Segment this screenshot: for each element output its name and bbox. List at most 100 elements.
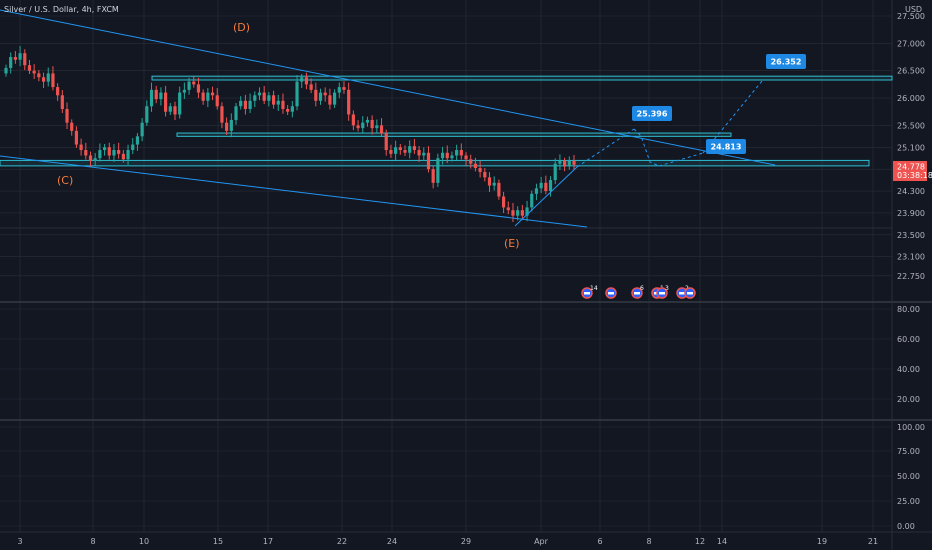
candle: [201, 89, 205, 105]
target-callout-25396[interactable]: 25.396: [632, 106, 672, 121]
price-tick-label: 23.500: [897, 231, 925, 240]
candle: [417, 146, 421, 162]
candle: [440, 146, 445, 165]
candle: [337, 82, 341, 99]
time-tick-label: 8: [90, 537, 95, 546]
candle: [187, 77, 191, 95]
target-callout-24813[interactable]: 24.813: [706, 139, 746, 154]
oscillator-tick-label: 100.00: [897, 423, 925, 432]
oscillator-tick-label: 60.00: [897, 335, 920, 344]
candle: [539, 176, 543, 194]
price-zone[interactable]: [176, 132, 732, 137]
event-count: 6: [640, 285, 644, 292]
economic-event-badge[interactable]: 3: [656, 285, 669, 299]
candle: [501, 191, 506, 214]
candle: [173, 101, 177, 121]
candle: [149, 82, 154, 112]
candle: [276, 94, 280, 111]
candle: [572, 155, 576, 171]
candle: [9, 52, 13, 74]
economic-event-badge[interactable]: [605, 287, 617, 299]
economic-event-badge[interactable]: 14: [581, 285, 598, 299]
bar-countdown: 03:38:18: [897, 171, 932, 180]
lower-trendline[interactable]: [0, 155, 588, 228]
candle: [361, 116, 365, 134]
time-tick-label: 14: [717, 537, 727, 546]
candle: [56, 83, 60, 101]
rising-support-line[interactable]: [514, 166, 578, 227]
upper-trendline[interactable]: [0, 9, 776, 166]
candle: [323, 87, 327, 102]
oscillator-axis-1[interactable]: 80.00 60.00 40.00 20.00: [897, 305, 920, 404]
candles: [4, 45, 576, 223]
price-tick-label: 22.750: [897, 272, 925, 281]
wave-label-d: (D): [233, 21, 250, 34]
candle: [492, 176, 496, 191]
candle: [37, 70, 41, 82]
candle: [140, 118, 144, 142]
candle: [121, 149, 125, 163]
time-tick-label: 12: [695, 537, 705, 546]
economic-event-badge[interactable]: [684, 287, 696, 299]
price-tick-label: 26.500: [897, 67, 925, 76]
projection-line-2[interactable]: [633, 128, 660, 167]
time-tick-label: 6: [597, 537, 602, 546]
candle: [210, 86, 215, 101]
wave-label-e: (E): [504, 237, 520, 250]
candle: [192, 76, 196, 88]
time-axis[interactable]: 3 8 10 15 17 22 24 29 Apr 6 8 12 14 19 21: [17, 537, 878, 546]
candle: [375, 119, 379, 133]
candle: [84, 142, 88, 160]
candle: [60, 90, 64, 114]
candle: [314, 82, 318, 107]
candle: [117, 142, 121, 159]
candle: [520, 204, 524, 219]
time-tick-label: 21: [868, 537, 878, 546]
candle: [351, 110, 355, 131]
candle: [267, 92, 271, 107]
candle: [98, 143, 102, 162]
candle: [131, 137, 135, 155]
candle: [243, 94, 248, 115]
candle: [51, 66, 55, 91]
candle: [478, 160, 482, 178]
candle: [455, 144, 459, 162]
candle: [229, 113, 233, 138]
economic-event-badge[interactable]: 6: [631, 285, 644, 299]
price-zone[interactable]: [0, 159, 870, 167]
candle: [567, 156, 571, 170]
candle: [483, 167, 487, 182]
oscillator-axis-2[interactable]: 100.00 75.00 50.00 25.00 0.00: [897, 423, 925, 531]
price-tick-label: 27.500: [897, 12, 925, 21]
target-callout-26352[interactable]: 26.352: [766, 54, 806, 69]
candle: [206, 87, 210, 108]
candle: [107, 142, 111, 160]
candle: [93, 152, 97, 166]
time-tick-label: 17: [263, 537, 273, 546]
candle: [445, 145, 449, 164]
time-tick-label: 15: [213, 537, 223, 546]
candle: [168, 102, 172, 116]
candle: [332, 89, 337, 108]
price-tick-label: 23.900: [897, 209, 925, 218]
candle: [384, 129, 388, 156]
candle: [262, 86, 266, 105]
candle: [309, 78, 313, 94]
event-count: 14: [590, 285, 598, 292]
time-tick-label: 19: [817, 537, 827, 546]
trendlines[interactable]: [0, 9, 892, 229]
time-tick-label: 24: [387, 537, 397, 546]
oscillator-tick-label: 40.00: [897, 365, 920, 374]
price-zone[interactable]: [151, 75, 893, 81]
projection-line-3[interactable]: [658, 152, 704, 167]
wave-label-c: (C): [57, 174, 73, 187]
price-tick-label: 24.300: [897, 187, 925, 196]
time-tick-label: 3: [17, 537, 22, 546]
price-tick-label: 23.100: [897, 253, 925, 262]
oscillator-tick-label: 80.00: [897, 305, 920, 314]
candle: [558, 154, 562, 171]
horizontal-gridlines: [0, 15, 892, 527]
candle: [112, 144, 116, 162]
event-badges[interactable]: 146132: [581, 285, 696, 299]
